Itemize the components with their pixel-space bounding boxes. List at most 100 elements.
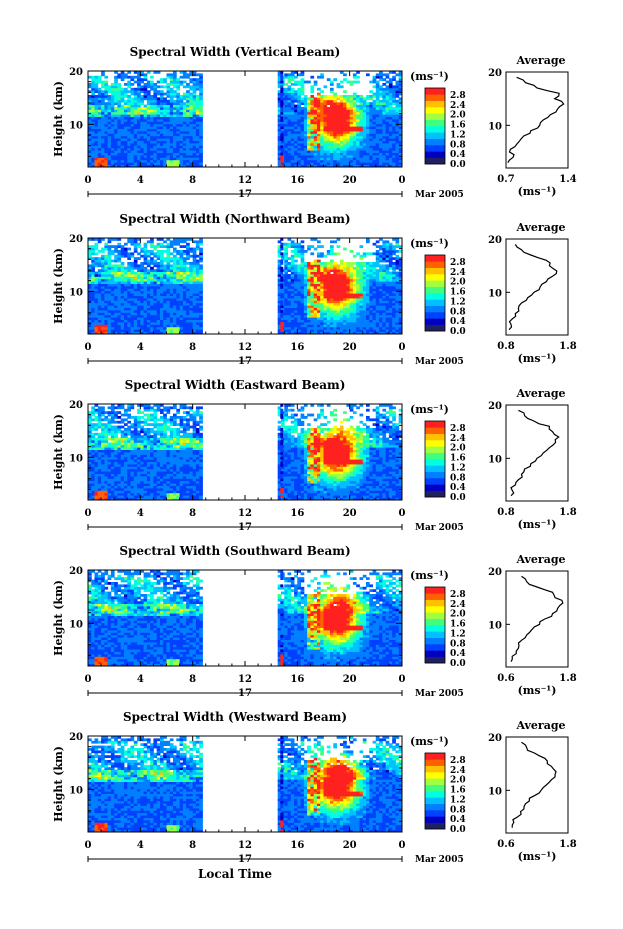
heatmap-cell: [392, 121, 396, 125]
heatmap-cell: [104, 326, 109, 330]
heatmap-cell: [114, 250, 118, 253]
heatmap-cell: [192, 252, 197, 256]
heatmap-cell: [133, 159, 138, 163]
heatmap-cell: [385, 145, 390, 149]
heatmap-cell: [398, 104, 403, 108]
heatmap-cell: [349, 310, 354, 313]
heatmap-cell: [346, 116, 351, 120]
heatmap-cell: [124, 247, 128, 251]
heatmap-cell: [189, 276, 194, 280]
heatmap-cell: [110, 143, 115, 146]
heatmap-cell: [280, 97, 284, 101]
heatmap-cell: [303, 111, 308, 115]
heatmap-cell: [137, 295, 141, 299]
heatmap-cell: [169, 95, 174, 98]
heatmap-cell: [127, 116, 131, 120]
heatmap-cell: [179, 314, 184, 318]
heatmap-cell: [179, 326, 184, 330]
heatmap-cell: [284, 271, 288, 275]
heatmap-cell: [343, 109, 347, 113]
heatmap-cell: [317, 123, 321, 127]
heatmap-cell: [130, 126, 135, 129]
heatmap-cell: [379, 135, 383, 139]
heatmap-cell: [110, 326, 115, 330]
heatmap-cell: [330, 288, 334, 292]
heatmap-cell: [313, 155, 318, 158]
heatmap-cell: [179, 264, 184, 268]
heatmap-cell: [94, 143, 99, 146]
heatmap-cell: [91, 274, 95, 277]
heatmap-cell: [88, 288, 92, 292]
heatmap-cell: [97, 322, 102, 325]
heatmap-cell: [277, 298, 282, 301]
heatmap-cell: [366, 135, 370, 139]
heatmap-cell: [176, 162, 180, 165]
heatmap-cell: [330, 138, 334, 141]
heatmap-cell: [189, 109, 194, 113]
heatmap-cell: [104, 114, 109, 117]
heatmap-cell: [297, 305, 301, 308]
heatmap-cell: [192, 240, 197, 244]
heatmap-cell: [310, 288, 315, 292]
heatmap-cell: [160, 80, 164, 84]
heatmap-cell: [117, 312, 122, 316]
heatmap-cell: [336, 290, 341, 294]
heatmap-cell: [146, 298, 151, 301]
heatmap-cell: [290, 254, 295, 258]
heatmap-cell: [110, 312, 115, 316]
heatmap-cell: [388, 152, 393, 156]
heatmap-cell: [336, 150, 341, 153]
heatmap-cell: [101, 92, 105, 96]
heatmap-cell: [146, 295, 151, 299]
heatmap-cell: [366, 290, 370, 294]
heatmap-cell: [192, 266, 197, 270]
heatmap-cell: [280, 78, 284, 81]
heatmap-cell: [156, 135, 161, 139]
heatmap-cell: [290, 286, 295, 289]
heatmap-cell: [300, 71, 305, 74]
heatmap-cell: [290, 274, 295, 277]
heatmap-cell: [366, 329, 370, 332]
heatmap-cell: [330, 250, 334, 253]
heatmap-cell: [166, 317, 171, 320]
heatmap-cell: [333, 138, 337, 141]
heatmap-cell: [173, 290, 177, 294]
heatmap-cell: [182, 307, 187, 311]
heatmap-cell: [366, 140, 370, 144]
heatmap-cell: [104, 257, 109, 260]
heatmap-cell: [173, 278, 177, 282]
heatmap-cell: [349, 147, 354, 151]
heatmap-cell: [127, 247, 131, 251]
heatmap-cell: [369, 128, 373, 132]
heatmap-cell: [369, 252, 373, 256]
heatmap-cell: [294, 324, 298, 328]
heatmap-cell: [346, 317, 351, 320]
heatmap-cell: [326, 95, 331, 98]
heatmap-cell: [117, 281, 122, 284]
heatmap-cell: [182, 116, 187, 120]
heatmap-cell: [104, 305, 109, 308]
heatmap-cell: [320, 155, 324, 158]
heatmap-cell: [323, 135, 328, 139]
heatmap-cell: [359, 140, 364, 144]
heatmap-cell: [94, 123, 99, 127]
heatmap-cell: [303, 314, 308, 318]
heatmap-cell: [114, 295, 118, 299]
heatmap-cell: [356, 319, 360, 323]
heatmap-cell: [366, 314, 370, 318]
heatmap-cell: [333, 269, 337, 272]
heatmap-cell: [137, 274, 141, 277]
heatmap-cell: [297, 102, 301, 105]
heatmap-cell: [356, 147, 360, 151]
heatmap-cell: [294, 317, 298, 320]
heatmap-cell: [349, 155, 354, 158]
heatmap-cell: [150, 252, 154, 256]
heatmap-cell: [339, 259, 344, 263]
heatmap-cell: [277, 266, 282, 270]
heatmap-cell: [339, 95, 344, 98]
heatmap-cell: [379, 159, 383, 163]
heatmap-cell: [97, 269, 102, 272]
heatmap-cell: [330, 312, 334, 316]
heatmap-cell: [153, 102, 158, 105]
heatmap-cell: [186, 242, 190, 246]
